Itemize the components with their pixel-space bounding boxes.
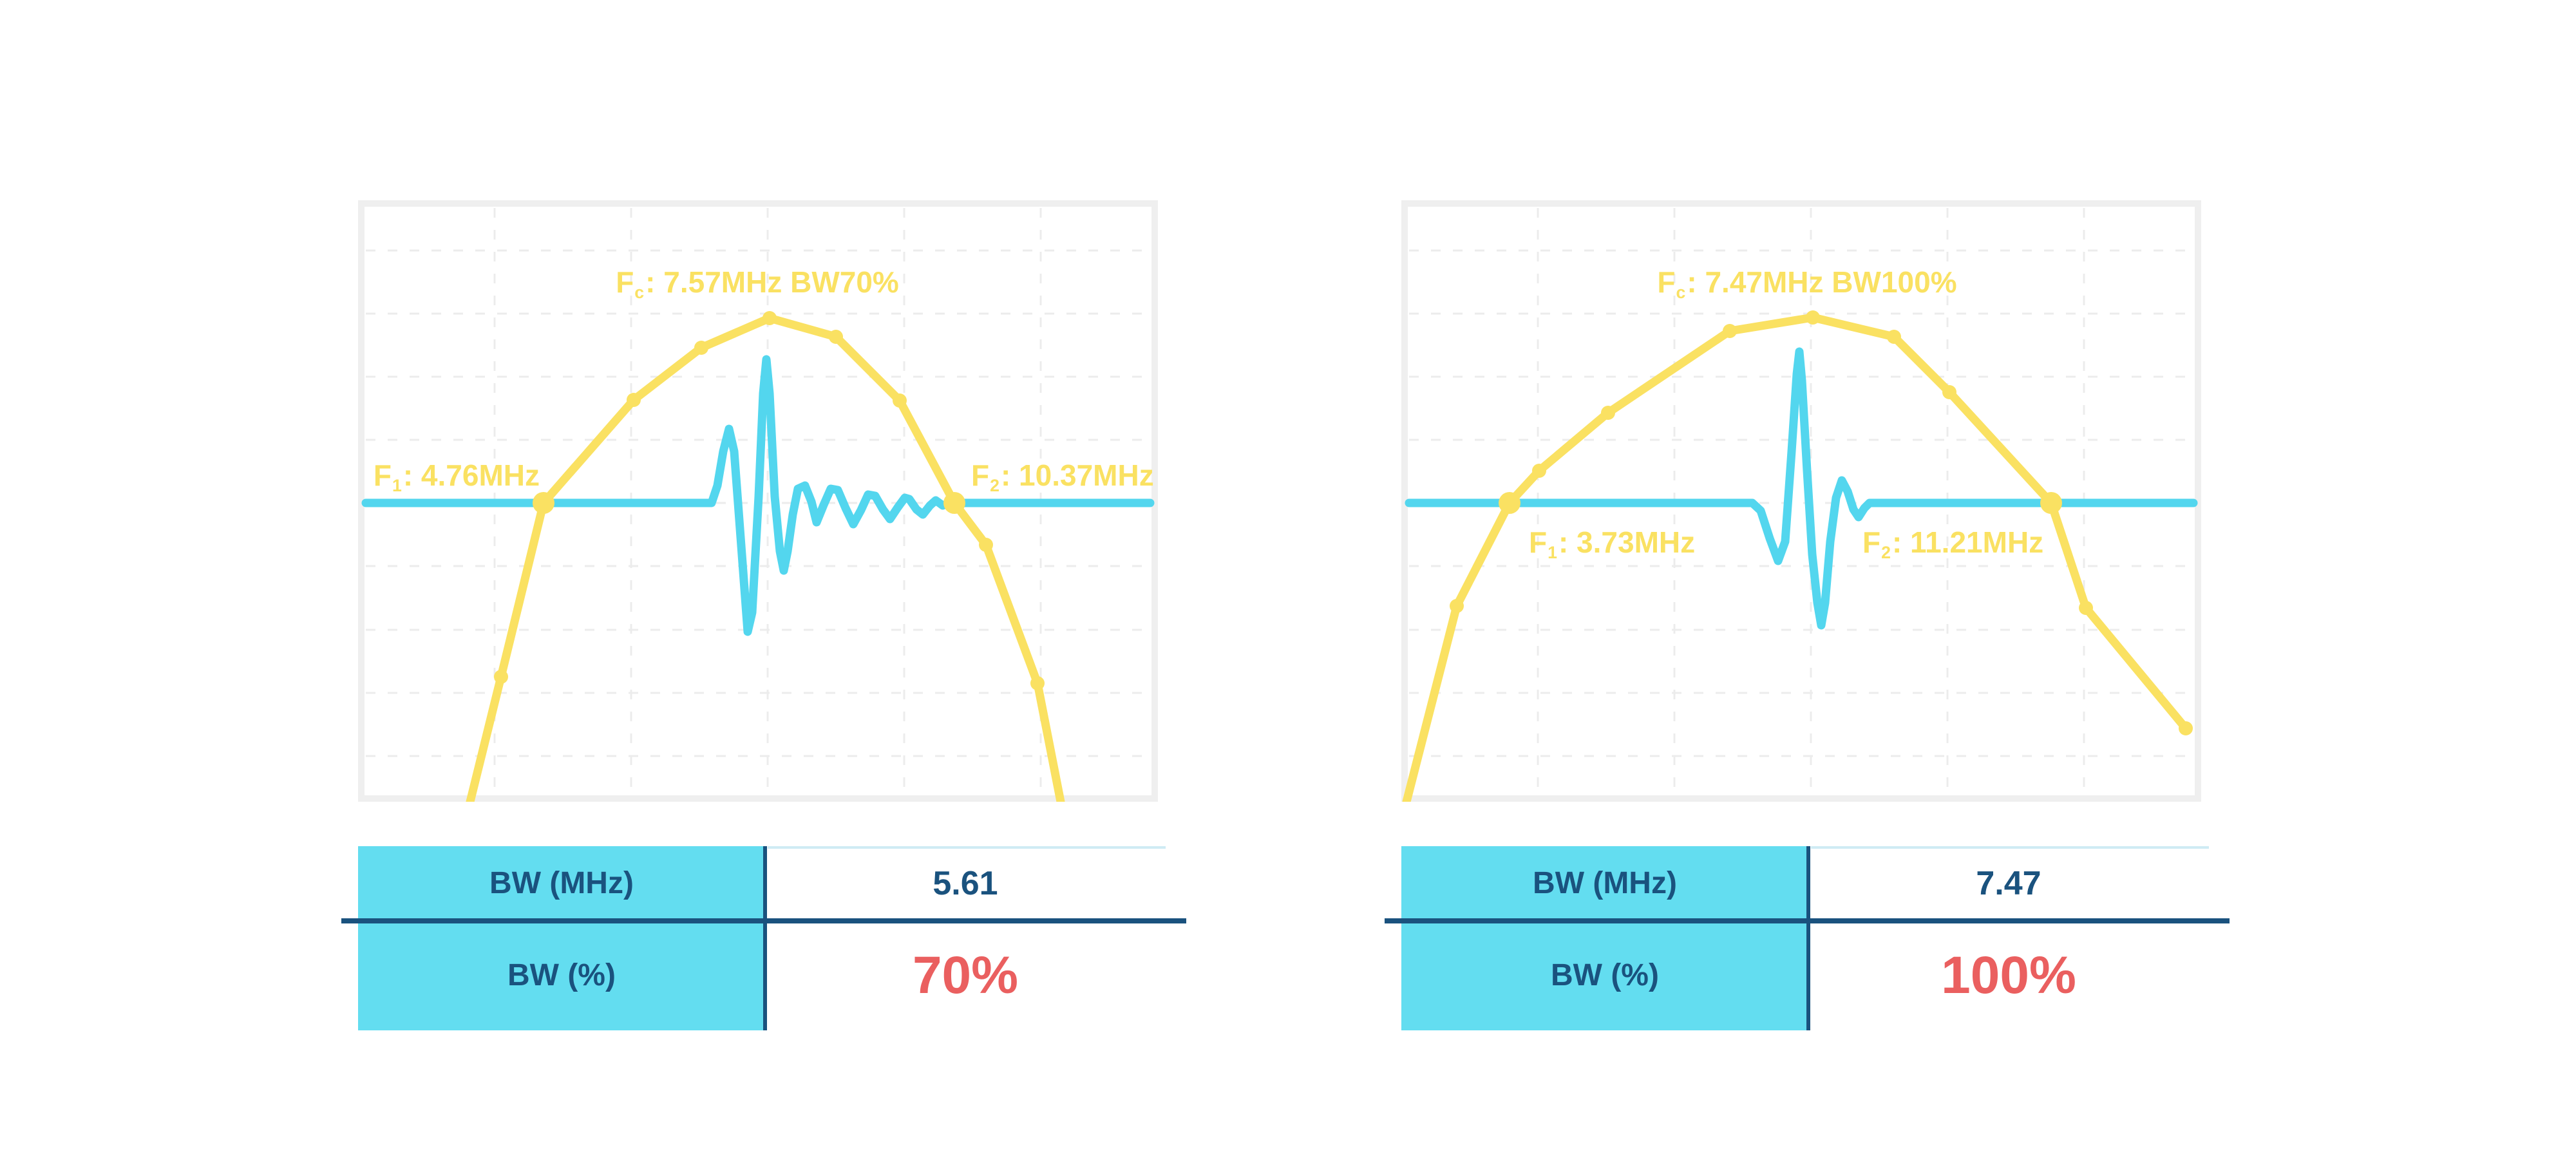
f2-annotation: F2: 10.37MHz [971, 459, 1154, 494]
f1-annotation-text: : 3.73MHz [1558, 525, 1696, 559]
chart-canvas-bw100 [1401, 200, 2201, 802]
fc-annotation-text: : 7.47MHz BW100% [1687, 265, 1957, 299]
fc-annotation-prefix: F [1657, 265, 1676, 299]
f1-annotation-subscript: 1 [392, 476, 402, 496]
f1-annotation-subscript: 1 [1548, 543, 1557, 563]
fc-annotation: Fc: 7.47MHz BW100% [1657, 265, 1957, 301]
fc-annotation-text: : 7.57MHz BW70% [645, 265, 899, 299]
table-column-divider [763, 846, 767, 1030]
bw-pct-value-cell: 100% [1808, 921, 2209, 1030]
f2-annotation-prefix: F [1862, 525, 1881, 559]
bw-mhz-label: BW (MHz) [1533, 866, 1677, 900]
table-top-accent-line [1811, 846, 2209, 849]
bw-mhz-label: BW (MHz) [489, 866, 634, 900]
table-row-divider [1385, 918, 2230, 923]
f2-annotation-subscript: 2 [1881, 543, 1891, 563]
bw-summary-table-bw100: BW (MHz) 7.47 BW (%) 100% [1385, 846, 2230, 1030]
bw-mhz-label-cell: BW (MHz) [358, 846, 765, 921]
f2-annotation: F2: 11.21MHz [1862, 525, 2044, 561]
f2-annotation-text: : 10.37MHz [1000, 459, 1154, 492]
spectrum-chart-bw100: Fc: 7.47MHz BW100% F1: 3.73MHz F2: 11.21… [1401, 200, 2201, 802]
f1-annotation-prefix: F [1529, 525, 1548, 559]
fc-annotation: Fc: 7.57MHz BW70% [616, 265, 899, 301]
bw-pct-value-cell: 70% [765, 921, 1166, 1030]
chart-canvas-bw70 [358, 200, 1158, 802]
spectrum-chart-bw70: Fc: 7.57MHz BW70% F1: 4.76MHz F2: 10.37M… [358, 200, 1158, 802]
f2-annotation-subscript: 2 [990, 476, 999, 496]
bw-mhz-label-cell: BW (MHz) [1401, 846, 1808, 921]
bw-mhz-value-cell: 7.47 [1808, 846, 2209, 921]
fc-annotation-subscript: c [1676, 283, 1686, 303]
fc-annotation-subscript: c [634, 283, 645, 303]
f1-annotation: F1: 3.73MHz [1529, 525, 1696, 561]
f1-annotation-text: : 4.76MHz [402, 459, 540, 492]
bw-summary-table-bw70: BW (MHz) 5.61 BW (%) 70% [341, 846, 1186, 1030]
f2-annotation-prefix: F [971, 459, 990, 492]
table-top-accent-line [768, 846, 1166, 849]
bw-pct-label: BW (%) [1551, 958, 1659, 992]
fc-annotation-prefix: F [616, 265, 634, 299]
bw-mhz-value-cell: 5.61 [765, 846, 1166, 921]
bw-pct-label-cell: BW (%) [1401, 921, 1808, 1030]
f1-annotation-prefix: F [373, 459, 392, 492]
bw-pct-label-cell: BW (%) [358, 921, 765, 1030]
table-column-divider [1806, 846, 1810, 1030]
table-row-divider [341, 918, 1186, 923]
bw-pct-label: BW (%) [507, 958, 616, 992]
f2-annotation-text: : 11.21MHz [1891, 525, 2044, 559]
f1-annotation: F1: 4.76MHz [373, 459, 540, 494]
